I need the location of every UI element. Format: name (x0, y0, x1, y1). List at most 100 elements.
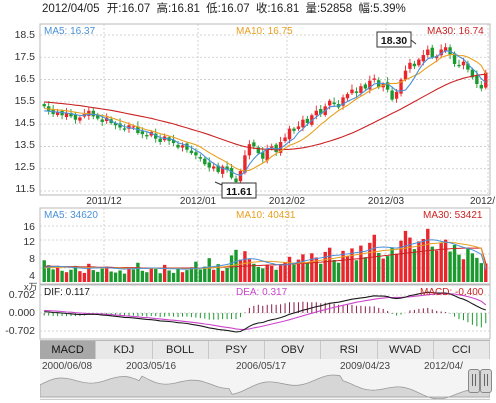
candle-body (345, 94, 350, 99)
ma10-line (44, 54, 487, 172)
volume-bar (336, 262, 341, 282)
ma5-legend: MA5: 16.37 (44, 26, 96, 37)
quote-date: 2012/04/05 (42, 3, 100, 15)
range-start-handle[interactable] (468, 369, 480, 393)
candle-body (252, 142, 256, 147)
volume-y-tick: 8 (29, 253, 35, 265)
tab-cci[interactable]: CCI (434, 341, 490, 359)
candle-body (198, 157, 203, 159)
candle-body (319, 108, 323, 115)
tab-kdj[interactable]: KDJ (96, 341, 153, 359)
low-callout-pointer (214, 181, 223, 186)
volume-bar (136, 262, 140, 282)
macd-y-tick: 0.702 (9, 289, 35, 301)
candle-body (220, 166, 225, 174)
volume-bar (372, 234, 376, 282)
candle-body (140, 131, 145, 135)
volume-bar (109, 271, 113, 282)
price-panel[interactable]: 18.5 17.5 16.5 15.5 14.5 13.5 12.5 11.5 … (15, 23, 496, 207)
price-y-tick: 16.5 (15, 73, 36, 85)
candle-body (475, 75, 479, 85)
volume-bar (461, 259, 466, 282)
volume-bar (470, 253, 475, 282)
volume-bar (265, 264, 269, 282)
price-y-axis: 18.5 17.5 16.5 15.5 14.5 13.5 12.5 11.5 (15, 29, 36, 195)
candle-body (283, 137, 287, 142)
candle-body (180, 145, 185, 148)
ma5-line (44, 50, 487, 177)
candle-body (426, 49, 430, 56)
candle-body (127, 125, 131, 129)
candle-body (466, 63, 470, 70)
volume-panel[interactable]: 16 12 8 4 x万 MA5: 34620 MA10: 40431 MA30… (23, 207, 491, 292)
candle-body (87, 110, 91, 116)
candle-body (265, 148, 269, 161)
price-x-tick: 2012/03 (368, 196, 405, 207)
volume-bar (207, 258, 211, 282)
volume-bar (176, 268, 180, 282)
macd-lines (44, 291, 487, 333)
indicator-tab-bar: MACD KDJ BOLL PSY OBV RSI WVAD CCI (40, 340, 490, 360)
candle-body (171, 139, 176, 144)
time-range-navigator[interactable]: 2000/06/08 2003/05/16 2006/05/17 2009/04… (40, 359, 492, 400)
volume-ma10-legend: MA10: 40431 (236, 210, 296, 221)
candle-body (274, 144, 278, 152)
macd-legend: MACD: -0.400 (420, 287, 484, 298)
close-label: 收: (256, 1, 271, 15)
price-y-tick: 13.5 (15, 139, 36, 151)
volume-bar (301, 254, 305, 282)
candle-body (238, 170, 243, 182)
volume-bar (368, 242, 372, 282)
price-y-tick: 14.5 (15, 117, 36, 129)
macd-panel[interactable]: 0.702 0.000 -0.702 DIF: 0.117 DEA: 0.317… (5, 284, 491, 340)
volume-bar (310, 253, 314, 282)
volume-bar (448, 251, 452, 282)
candle-body (479, 84, 484, 89)
candle-body (234, 178, 238, 183)
candle-body (452, 53, 457, 64)
volume-bar (198, 269, 203, 282)
volume-bar (394, 253, 399, 282)
volume-bar (82, 272, 87, 282)
volume-bar (287, 256, 292, 282)
candle-body (55, 111, 60, 116)
volume-bar (171, 272, 176, 282)
navigator-date: 2003/05/16 (126, 361, 177, 372)
high-callout-box (376, 31, 412, 48)
tab-rsi[interactable]: RSI (321, 341, 378, 359)
candle-body (69, 113, 73, 117)
tab-psy[interactable]: PSY (209, 341, 265, 359)
dif-line (44, 291, 486, 333)
volume-bar (180, 272, 185, 282)
navigator-history-line (40, 374, 490, 399)
tab-wvad[interactable]: WVAD (378, 341, 434, 359)
volume-ma5-legend: MA5: 34620 (44, 210, 98, 221)
candle-body (145, 135, 149, 137)
navigator-date: 2009/04/23 (340, 361, 391, 372)
volume-value: 52858 (320, 3, 352, 15)
candle-body (158, 138, 162, 142)
range-end-handle[interactable] (480, 369, 492, 393)
volume-bar (412, 249, 417, 282)
tab-obv[interactable]: OBV (265, 341, 322, 359)
price-x-tick: 2012/ (470, 196, 495, 207)
volume-bar (381, 258, 385, 282)
candle-body (243, 155, 247, 173)
tab-boll[interactable]: BOLL (153, 341, 209, 359)
candle-body (118, 123, 122, 128)
candle-body (176, 144, 180, 148)
candle-body (412, 63, 417, 67)
volume-bar (247, 259, 252, 282)
navigator-date: 2012/04/ (424, 361, 463, 372)
volume-bar (55, 267, 60, 282)
candle-body (314, 110, 318, 116)
ma30-line (44, 73, 486, 151)
candle-body (207, 162, 211, 168)
volume-bar (238, 259, 243, 282)
quote-header: 2012/04/05 开:16.07 高:16.81 低:16.07 收:16.… (42, 1, 406, 15)
tab-macd[interactable]: MACD (40, 341, 97, 359)
volume-bar (269, 265, 274, 282)
macd-y-tick: -0.702 (5, 325, 35, 337)
candle-body (341, 97, 345, 106)
